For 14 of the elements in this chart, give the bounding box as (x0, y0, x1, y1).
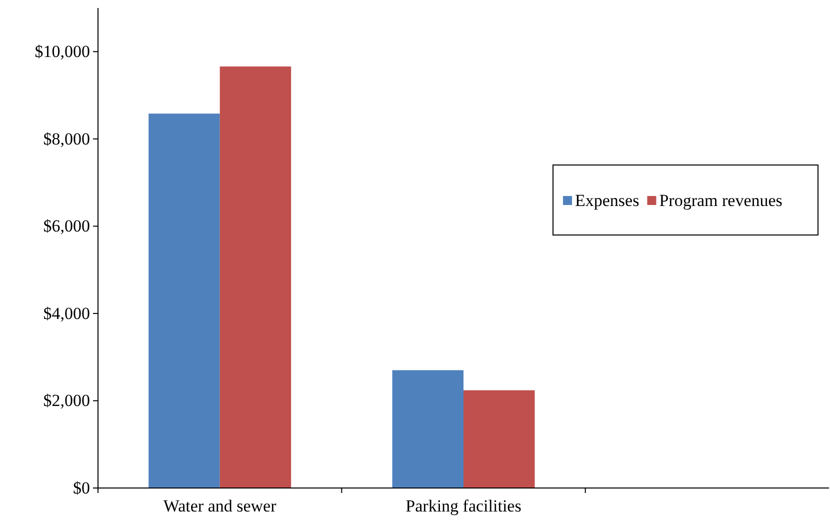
bar (464, 390, 535, 488)
y-tick-label: $0 (73, 478, 90, 498)
y-tick-label: $2,000 (43, 391, 90, 410)
y-tick-label: $4,000 (43, 304, 90, 323)
legend-label: Expenses (575, 191, 640, 210)
bar (392, 370, 464, 488)
x-tick-label: Parking facilities (406, 496, 522, 516)
y-tick-label: $10,000 (34, 42, 90, 62)
y-tick-label: $6,000 (43, 216, 90, 236)
legend-label: Program revenues (659, 191, 782, 210)
x-tick-label: Water and sewer (163, 496, 277, 516)
y-tick-label: $8,000 (43, 129, 90, 148)
bar (220, 66, 292, 488)
bar (148, 114, 220, 488)
